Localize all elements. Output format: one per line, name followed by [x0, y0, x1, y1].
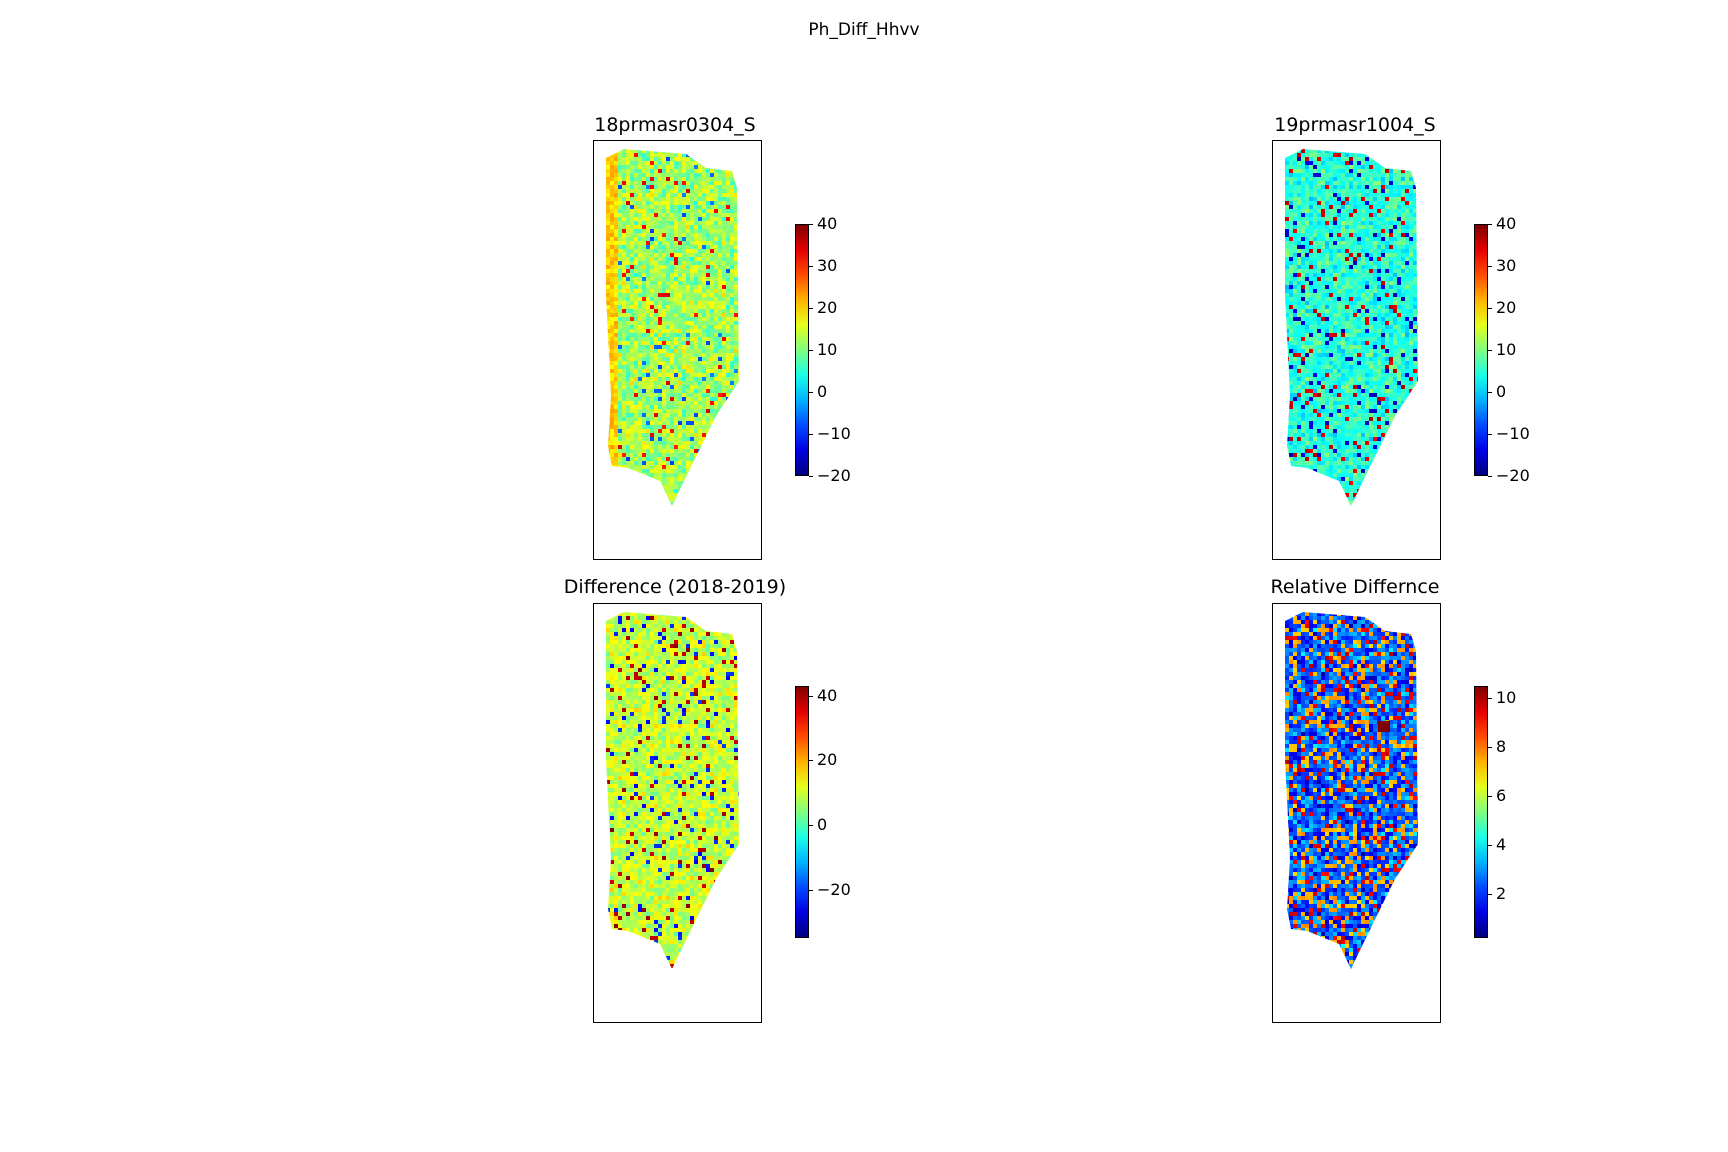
- colorbar-tick-mark: [809, 308, 813, 309]
- colorbar-tick-label: 2: [1496, 884, 1507, 903]
- colorbar-tick-mark: [809, 476, 813, 477]
- colorbar-tick-label: 30: [817, 256, 838, 275]
- colorbar-tick-mark: [1488, 308, 1492, 309]
- colorbar-tick-label: −20: [817, 880, 851, 899]
- colorbar-tick-mark: [809, 825, 813, 826]
- panel-3-colorbar: [795, 686, 809, 938]
- colorbar-tick-mark: [1488, 698, 1492, 699]
- panel-3-axes: [593, 603, 762, 1023]
- colorbar-tick-mark: [1488, 894, 1492, 895]
- colorbar-tick-label: 6: [1496, 786, 1507, 805]
- colorbar-tick-mark: [809, 350, 813, 351]
- colorbar-tick-label: 40: [817, 686, 838, 705]
- colorbar-tick-mark: [1488, 392, 1492, 393]
- colorbar-tick-mark: [809, 392, 813, 393]
- colorbar-tick-label: −10: [1496, 424, 1530, 443]
- colorbar-tick-mark: [1488, 845, 1492, 846]
- colorbar-tick-mark: [1488, 434, 1492, 435]
- colorbar-tick-label: 20: [817, 750, 838, 769]
- panel-1-title: 18prmasr0304_S: [594, 114, 756, 136]
- colorbar-tick-label: 20: [1496, 298, 1517, 317]
- panel-2-heatmap: [1285, 149, 1418, 506]
- colorbar-tick-mark: [809, 224, 813, 225]
- colorbar-tick-label: −20: [817, 466, 851, 485]
- colorbar-tick-label: 10: [1496, 340, 1517, 359]
- colorbar-tick-label: 0: [817, 815, 828, 834]
- colorbar-tick-mark: [809, 760, 813, 761]
- colorbar-tick-label: 30: [1496, 256, 1517, 275]
- colorbar-tick-label: 8: [1496, 737, 1507, 756]
- colorbar-tick-mark: [1488, 747, 1492, 748]
- colorbar-tick-mark: [1488, 266, 1492, 267]
- colorbar-tick-label: 0: [817, 382, 828, 401]
- panel-2-title: 19prmasr1004_S: [1274, 114, 1436, 136]
- colorbar-tick-mark: [809, 266, 813, 267]
- colorbar-tick-label: 40: [1496, 214, 1517, 233]
- panel-4-axes: [1272, 603, 1441, 1023]
- relative-difference-hotspot: [1378, 721, 1390, 732]
- colorbar-tick-label: 20: [817, 298, 838, 317]
- colorbar-tick-label: 0: [1496, 382, 1507, 401]
- colorbar-tick-mark: [809, 434, 813, 435]
- colorbar-tick-label: −20: [1496, 466, 1530, 485]
- colorbar-tick-label: 40: [817, 214, 838, 233]
- panel-2-axes: [1272, 140, 1441, 560]
- colorbar-tick-mark: [1488, 350, 1492, 351]
- colorbar-tick-mark: [1488, 224, 1492, 225]
- colorbar-tick-label: 4: [1496, 835, 1507, 854]
- colorbar-tick-mark: [1488, 796, 1492, 797]
- colorbar-tick-label: 10: [817, 340, 838, 359]
- panel-1-colorbar: [795, 224, 809, 476]
- colorbar-tick-mark: [1488, 476, 1492, 477]
- panel-3-heatmap: [606, 612, 739, 969]
- colorbar-tick-mark: [809, 890, 813, 891]
- panel-1-heatmap: [606, 149, 739, 506]
- panel-4-title: Relative Differnce: [1270, 576, 1440, 598]
- colorbar-tick-label: 10: [1496, 688, 1517, 707]
- panel-2-colorbar: [1474, 224, 1488, 476]
- panel-3-title: Difference (2018-2019): [563, 576, 787, 598]
- panel-4-heatmap: [1285, 612, 1418, 969]
- panel-1-axes: [593, 140, 762, 560]
- colorbar-tick-mark: [809, 696, 813, 697]
- panel-4-colorbar: [1474, 686, 1488, 938]
- colorbar-tick-label: −10: [817, 424, 851, 443]
- figure-suptitle: Ph_Diff_Hhvv: [808, 20, 920, 40]
